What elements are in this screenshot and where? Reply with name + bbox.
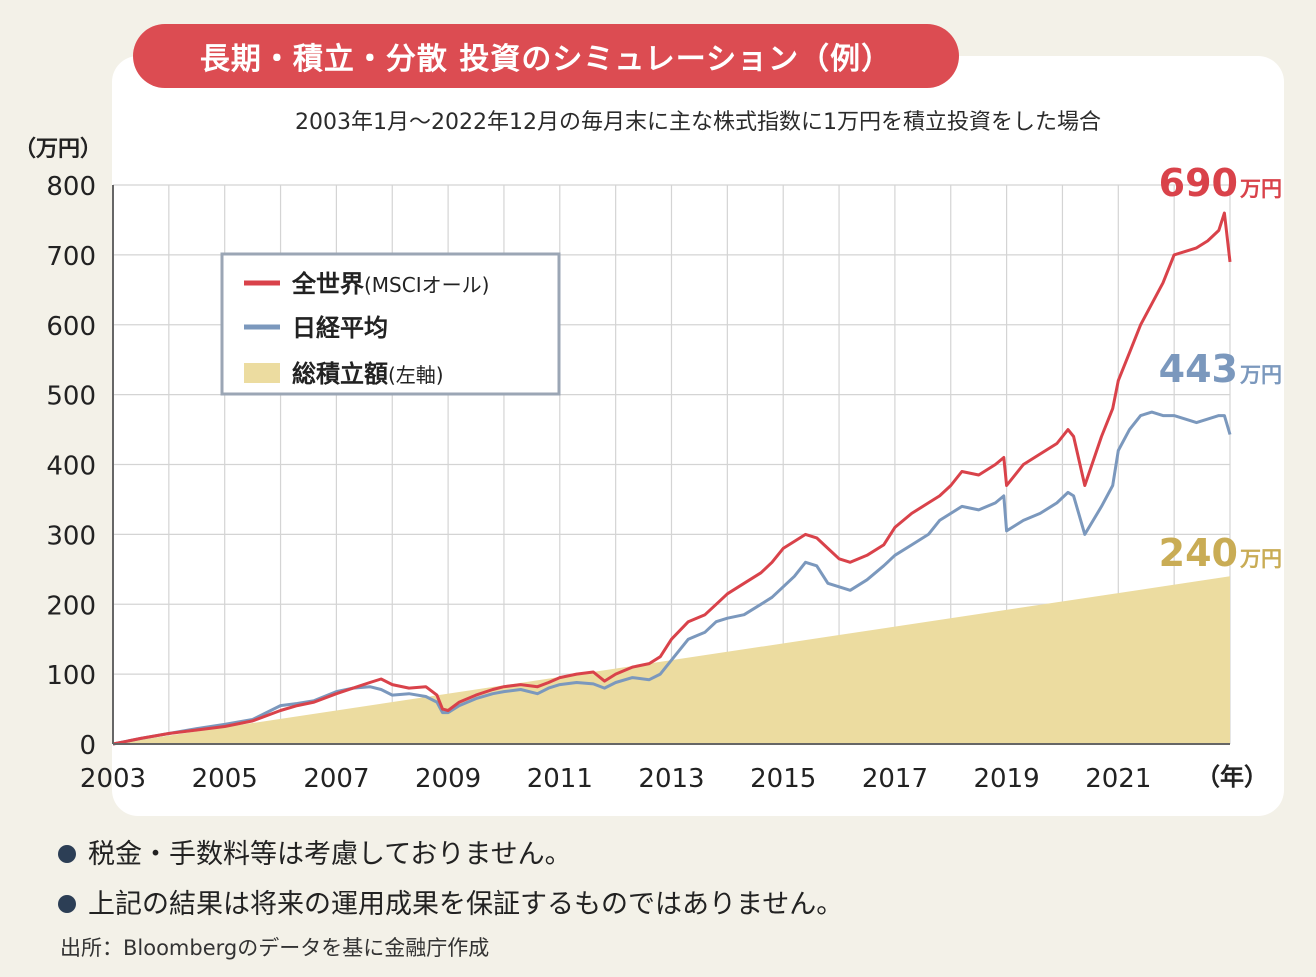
- y-axis-unit-label: （万円）: [14, 137, 102, 162]
- title-banner: 長期・積立・分散 投資のシミュレーション（例）: [133, 24, 959, 88]
- world-series-line: [112, 211, 1232, 746]
- end-value-label: 240: [1159, 531, 1238, 575]
- y-tick-label: 300: [46, 521, 96, 551]
- bullet-icon: [58, 894, 76, 913]
- x-tick-label: 2005: [192, 764, 258, 794]
- x-tick-label: 2015: [750, 764, 816, 794]
- note-item: 上記の結果は将来の運用成果を保証するものではありません。: [58, 882, 843, 921]
- end-value-label: 690: [1159, 161, 1238, 205]
- x-axis-unit-label: （年）: [1196, 763, 1268, 791]
- x-tick-label: 2013: [638, 764, 704, 794]
- end-value-unit: 万円: [1239, 363, 1282, 387]
- y-tick-label: 700: [46, 242, 96, 272]
- end-value-label: 443: [1159, 347, 1238, 391]
- x-tick-label: 2017: [862, 764, 928, 794]
- legend-label: 日経平均: [292, 314, 388, 342]
- x-tick-label: 2011: [527, 764, 593, 794]
- note-text: 税金・手数料等は考慮しておりません。: [88, 839, 572, 870]
- y-tick-label: 500: [46, 382, 96, 412]
- source-note: 出所：Bloombergのデータを基に金融庁作成: [60, 936, 490, 960]
- y-tick-label: 800: [46, 172, 96, 202]
- bullet-icon: [58, 844, 76, 863]
- y-tick-label: 400: [46, 452, 96, 482]
- y-tick-label: 600: [46, 312, 96, 342]
- x-tick-label: 2021: [1085, 764, 1151, 794]
- x-tick-label: 2019: [974, 764, 1040, 794]
- legend-label: 総積立額(左軸): [292, 360, 444, 388]
- end-value-unit: 万円: [1239, 547, 1282, 571]
- chart-subtitle: 2003年1月〜2022年12月の毎月末に主な株式指数に1万円を積立投資をした場…: [295, 110, 1101, 135]
- x-tick-label: 2009: [415, 764, 481, 794]
- note-text: 上記の結果は将来の運用成果を保証するものではありません。: [88, 889, 844, 920]
- x-tick-label: 2007: [303, 764, 369, 794]
- legend-label: 全世界(MSCIオール): [291, 270, 489, 298]
- y-tick-label: 0: [79, 731, 96, 761]
- y-tick-label: 100: [46, 661, 96, 691]
- x-tick-label: 2003: [80, 764, 146, 794]
- note-item: 税金・手数料等は考慮しておりません。: [58, 832, 572, 871]
- nikkei-series-line: [112, 410, 1232, 746]
- end-value-unit: 万円: [1239, 177, 1282, 201]
- y-tick-label: 200: [46, 591, 96, 621]
- legend-swatch-area: [244, 363, 280, 383]
